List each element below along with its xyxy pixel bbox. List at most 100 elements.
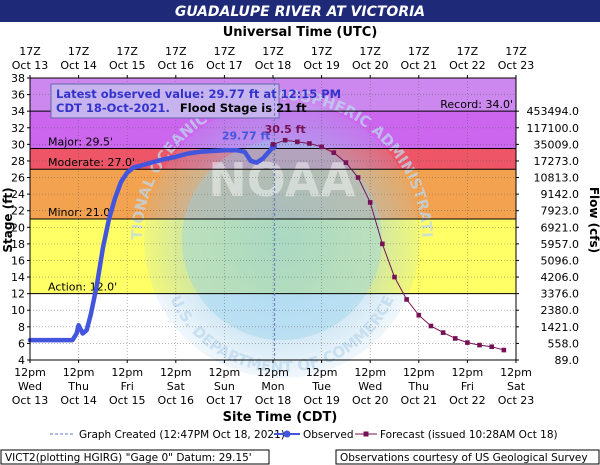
- legend-observed-marker: [283, 430, 291, 438]
- forecast-point: [282, 137, 288, 143]
- top-tick-label-date: Oct 17: [206, 59, 243, 72]
- bottom-tick-label-day: Sun: [214, 380, 235, 393]
- bottom-tick-label-day: Fri: [461, 380, 474, 393]
- legend-forecast-marker: [363, 431, 369, 437]
- forecast-point: [319, 144, 324, 150]
- info-box-frame: [50, 83, 280, 119]
- action-threshold-label: Action: 12.0': [48, 281, 117, 294]
- y2-tick-label: 4206.0: [541, 271, 580, 284]
- y2-tick-label: 10813.0: [534, 172, 580, 185]
- forecast-point: [307, 141, 312, 146]
- bottom-tick-label-day: Fri: [121, 380, 134, 393]
- bottom-tick-label-time: 12pm: [209, 366, 241, 379]
- forecast-point: [343, 160, 349, 165]
- forecast-point: [392, 274, 397, 280]
- forecast-peak-label: 30.5 ft: [265, 123, 306, 136]
- top-tick-label-date: Oct 20: [352, 59, 389, 72]
- bottom-tick-label-date: Oct 22: [449, 394, 486, 407]
- bottom-tick-label-date: Oct 20: [352, 394, 389, 407]
- bottom-tick-label-date: Oct 23: [498, 394, 535, 407]
- y-axis-right: 453494.0 117100.0 35009.0 17273.0 10813.0 914…: [516, 105, 579, 367]
- top-tick-label-date: Oct 15: [109, 59, 146, 72]
- bottom-tick-label-date: Oct 13: [12, 394, 49, 407]
- top-tick-label-date: Oct 16: [158, 59, 195, 72]
- y2-tick-label: 6921.0: [541, 221, 580, 234]
- observed-series-line: [27, 144, 276, 343]
- forecast-point: [477, 342, 482, 348]
- footer-right-text: Observations courtesy of US Geological S…: [340, 452, 588, 464]
- info-date: CDT 18-Oct-2021.: [56, 101, 170, 115]
- y-tick-label: 20: [11, 221, 25, 234]
- y-tick-label: 14: [11, 271, 25, 284]
- y-tick-label: 18: [11, 238, 25, 251]
- forecast-point: [501, 347, 507, 353]
- bottom-tick-label-date: Oct 18: [255, 394, 292, 407]
- top-tick-label-date: Oct 19: [303, 59, 340, 72]
- bottom-tick-label-time: 12pm: [257, 366, 289, 379]
- y2-tick-label: 17273.0: [534, 155, 580, 168]
- forecast-point: [295, 139, 300, 145]
- top-tick-label-time: 17Z: [68, 45, 90, 58]
- y2-tick-label: 558.0: [548, 337, 580, 350]
- footer-left-text: VICT2(plotting HGIRG) "Gage 0" Datum: 29…: [5, 452, 252, 464]
- top-tick-label-time: 17Z: [505, 45, 527, 58]
- moderate-threshold-label: Moderate: 27.0': [48, 156, 135, 169]
- top-tick-label-time: 17Z: [214, 45, 236, 58]
- top-tick-label-date: Oct 14: [60, 59, 97, 72]
- top-tick-label-date: Oct 18: [255, 59, 292, 72]
- forecast-point: [428, 323, 434, 329]
- bottom-tick-label-day: Wed: [358, 380, 382, 393]
- y2-tick-label: 117100.0: [527, 122, 580, 135]
- y-tick-label: 16: [11, 254, 25, 267]
- bottom-tick-label-date: Oct 17: [206, 394, 243, 407]
- top-tick-label-date: Oct 21: [401, 59, 438, 72]
- legend-observed-label: Observed: [303, 429, 354, 441]
- legend-forecast-label: Forecast (issued 10:28AM Oct 18): [380, 429, 558, 441]
- forecast-point: [331, 150, 337, 155]
- bottom-tick-label-date: Oct 21: [401, 394, 438, 407]
- bottom-tick-label-day: Thu: [407, 380, 429, 393]
- y2-tick-label: 89.0: [555, 354, 580, 367]
- watermark-disc: [144, 102, 420, 378]
- y2-axis-title: Flow (cfs): [587, 187, 600, 253]
- bottom-tick-label-day: Tue: [311, 380, 331, 393]
- bottom-tick-label-time: 12pm: [306, 366, 338, 379]
- footer-left-box: [0, 449, 270, 465]
- forecast-point: [452, 336, 458, 341]
- y-tick-label: 34: [11, 105, 25, 118]
- y2-tick-label: 5096.0: [541, 254, 580, 267]
- legend: Graph Created (12:47PM Oct 18, 2021) Obs…: [50, 429, 558, 441]
- top-tick-label-time: 17Z: [165, 45, 187, 58]
- bottom-tick-label-time: 12pm: [111, 366, 143, 379]
- watermark-inner-disc: [182, 140, 382, 340]
- bottom-tick-label-date: Oct 16: [158, 394, 195, 407]
- title-bar: [0, 0, 600, 22]
- bottom-tick-label-time: 12pm: [14, 366, 46, 379]
- forecast-point: [270, 142, 276, 147]
- top-tick-label-time: 17Z: [408, 45, 430, 58]
- chart-title: GUADALUPE RIVER AT VICTORIA: [175, 4, 425, 20]
- top-tick-label-time: 17Z: [311, 45, 333, 58]
- y-axis-left: 4 6 8 10 12 14 16 18 20 22 24 26 28 30 32 34 36 38: [11, 72, 30, 367]
- forecast-point: [489, 344, 494, 350]
- y2-tick-label: 35009.0: [534, 138, 580, 151]
- info-line-2: CDT 18-Oct-2021. Flood Stage is 21 ft: [56, 101, 307, 115]
- top-tick-label-date: Oct 23: [498, 59, 535, 72]
- bottom-tick-label-day: Mon: [261, 380, 284, 393]
- y2-tick-label: 7923.0: [541, 205, 580, 218]
- top-tick-label-date: Oct 22: [449, 59, 486, 72]
- info-box: Latest observed value: 29.77 ft at 12:15…: [50, 83, 341, 119]
- y-axis-title: Stage (ft): [1, 187, 15, 252]
- y-tick-label: 10: [11, 304, 25, 317]
- y-tick-label: 28: [11, 155, 25, 168]
- top-tick-label-date: Oct 13: [12, 59, 49, 72]
- minor-threshold-label: Minor: 21.0': [48, 206, 113, 219]
- bottom-tick-label-time: 12pm: [354, 366, 386, 379]
- bottom-tick-label-time: 12pm: [452, 366, 484, 379]
- bottom-tick-label-time: 12pm: [403, 366, 435, 379]
- y-tick-label: 26: [11, 172, 25, 185]
